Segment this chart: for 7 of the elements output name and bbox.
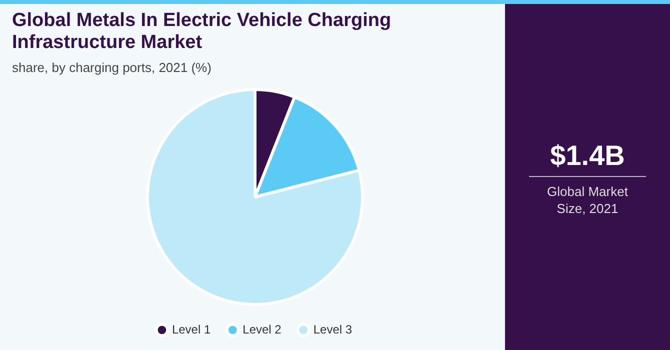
legend-label: Level 3 <box>313 322 352 336</box>
chart-title: Global Metals In Electric Vehicle Charging Infrastructure Market <box>12 10 392 54</box>
legend-label: Level 2 <box>242 322 282 336</box>
chart-subtitle: share, by charging ports, 2021 (%) <box>12 60 212 75</box>
legend-label: Level 1 <box>172 322 211 336</box>
text: $1.4B <box>529 140 646 177</box>
text: Global Market Size, 2021 <box>546 183 629 217</box>
